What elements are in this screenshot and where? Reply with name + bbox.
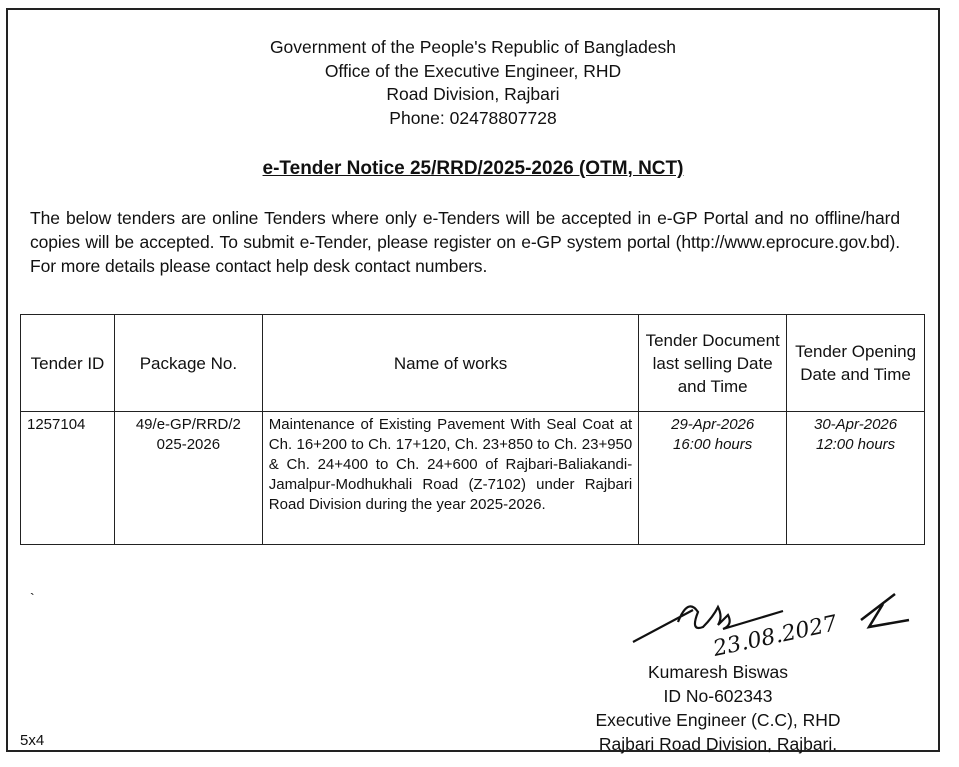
- header-name-of-works: Name of works: [261, 314, 640, 412]
- selling-time: 16:00 hours: [673, 436, 753, 453]
- opening-date-cell: 30-Apr-2026 12:00 hours: [786, 411, 925, 545]
- name-of-works-cell: Maintenance of Existing Pavement With Se…: [261, 411, 640, 545]
- signatory-block: Kumaresh Biswas ID No-602343 Executive E…: [568, 660, 868, 756]
- selling-date-cell: 29-Apr-2026 16:00 hours: [638, 411, 788, 545]
- footer-code: 5x4: [20, 732, 45, 749]
- table-header-row: Tender ID Package No. Name of works Tend…: [20, 314, 925, 412]
- signatory-designation: Executive Engineer (C.C), RHD: [595, 710, 841, 730]
- handwritten-signature: 23.08.2027: [632, 593, 910, 662]
- header-package-no: Package No.: [113, 314, 263, 412]
- letterhead-line: Office of the Executive Engineer, RHD: [324, 60, 622, 81]
- tender-id-cell: 1257104: [20, 411, 115, 545]
- opening-date: 30-Apr-2026: [813, 416, 898, 433]
- letterhead-line: Government of the People's Republic of B…: [269, 37, 677, 57]
- signatory-name: Kumaresh Biswas: [647, 662, 789, 682]
- intro-paragraph: The below tenders are online Tenders whe…: [30, 208, 900, 276]
- tender-table: Tender ID Package No. Name of works Tend…: [20, 314, 925, 545]
- table-row: 1257104 49/e-GP/RRD/2025-2026 Maintenanc…: [20, 411, 925, 545]
- header-opening-date: Tender Opening Date and Time: [786, 314, 925, 412]
- signatory-office: Rajbari Road Division, Rajbari.: [598, 734, 838, 754]
- header-selling-date: Tender Document last selling Date and Ti…: [638, 314, 788, 412]
- notice-frame: Government of the People's Republic of B…: [6, 8, 940, 754]
- letterhead-line: Phone: 02478807728: [389, 107, 557, 128]
- letterhead: Government of the People's Republic of B…: [8, 36, 938, 130]
- header-tender-id: Tender ID: [20, 314, 115, 412]
- signatory-id: ID No-602343: [663, 686, 773, 706]
- opening-time: 12:00 hours: [815, 436, 896, 453]
- selling-date: 29-Apr-2026: [671, 416, 755, 433]
- package-no-cell: 49/e-GP/RRD/2025-2026: [113, 411, 263, 545]
- notice-title: e-Tender Notice 25/RRD/2025-2026 (OTM, N…: [262, 158, 684, 179]
- stray-mark: `: [30, 590, 35, 606]
- letterhead-line: Road Division, Rajbari: [386, 84, 560, 104]
